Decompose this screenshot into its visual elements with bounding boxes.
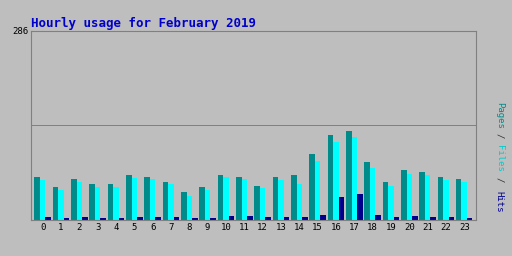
Bar [174,217,179,220]
Bar [242,179,247,220]
Bar [296,184,302,220]
Text: Pages: Pages [495,102,504,129]
Bar [338,197,344,220]
Bar [186,196,192,220]
Bar [302,217,308,220]
Bar [223,177,229,220]
Bar [100,218,106,220]
Bar [284,217,289,220]
Bar [144,177,150,220]
Bar [394,217,399,220]
Bar [370,168,375,220]
Bar [95,187,100,220]
Bar [265,217,271,220]
Bar [278,180,284,220]
Bar [407,174,412,220]
Bar [438,177,443,220]
Bar [113,187,119,220]
Bar [137,217,142,220]
Bar [401,170,407,220]
Bar [71,179,77,220]
Bar [119,218,124,220]
Text: Files: Files [495,145,504,172]
Text: Hourly usage for February 2019: Hourly usage for February 2019 [31,17,255,29]
Bar [199,187,205,220]
Bar [150,179,155,220]
Bar [333,142,338,220]
Bar [63,218,69,220]
Bar [247,216,252,220]
Bar [321,215,326,220]
Bar [40,180,46,220]
Bar [375,215,381,220]
Text: Hits: Hits [495,191,504,213]
Bar [77,182,82,220]
Bar [236,177,242,220]
Bar [205,190,210,220]
Text: /: / [495,133,504,138]
Bar [58,190,63,220]
Bar [126,175,132,220]
Bar [163,182,168,220]
Bar [34,177,40,220]
Bar [328,135,333,220]
Bar [430,217,436,220]
Bar [357,194,362,220]
Bar [181,192,186,220]
Bar [218,175,223,220]
Bar [365,162,370,220]
Bar [412,216,417,220]
Bar [90,184,95,220]
Bar [254,186,260,220]
Bar [53,187,58,220]
Bar [82,217,88,220]
Bar [309,154,315,220]
Bar [461,182,467,220]
Bar [291,175,296,220]
Bar [467,218,473,220]
Bar [388,186,394,220]
Bar [456,179,461,220]
Bar [168,184,174,220]
Bar [425,175,430,220]
Bar [229,216,234,220]
Bar [210,218,216,220]
Bar [352,137,357,220]
Bar [346,131,352,220]
Bar [260,188,265,220]
Bar [273,177,278,220]
Bar [382,182,388,220]
Bar [449,217,454,220]
Bar [419,173,425,220]
Text: /: / [495,177,504,182]
Bar [155,217,161,220]
Bar [108,184,113,220]
Bar [443,180,449,220]
Bar [132,178,137,220]
Bar [315,161,321,220]
Bar [192,218,198,220]
Bar [46,217,51,220]
